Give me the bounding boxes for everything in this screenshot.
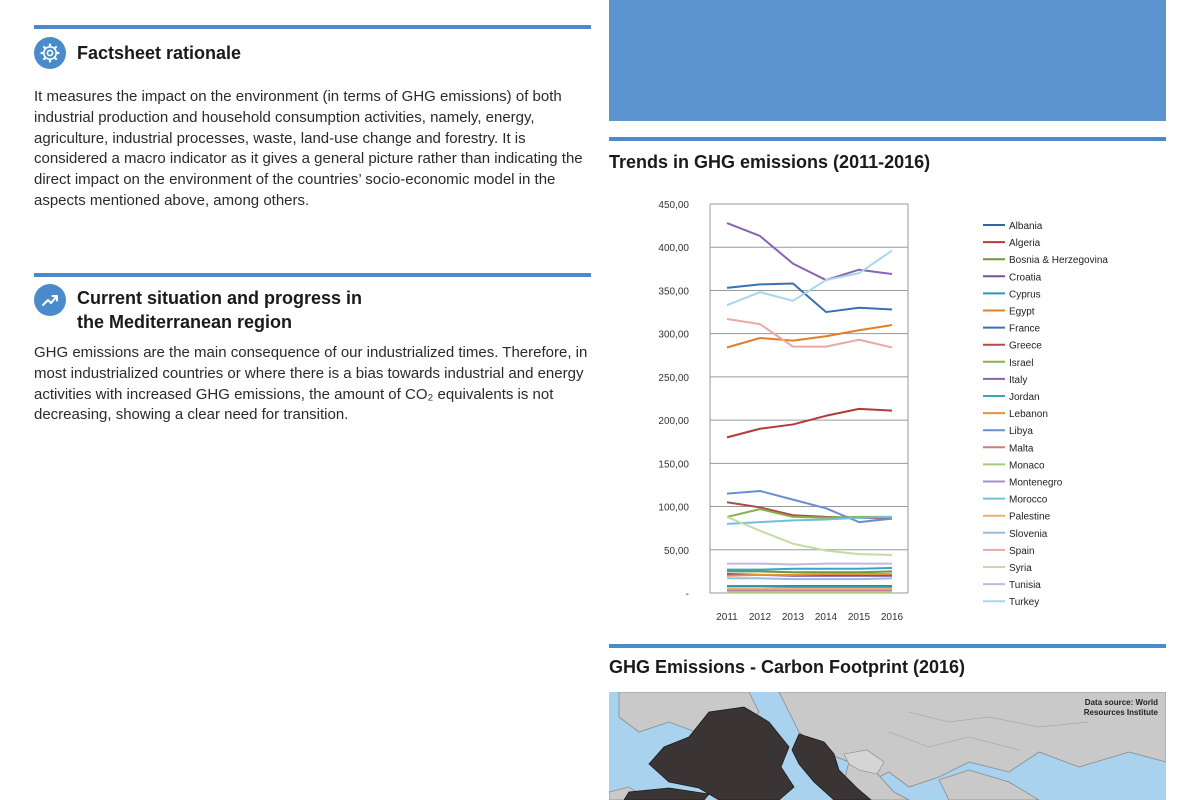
legend-label: Bosnia & Herzegovina [1009,255,1108,266]
legend-label: Croatia [1009,272,1042,283]
series-line-bosnia-herzegovina [727,570,893,574]
gear-icon [34,37,66,69]
italy-shape [791,733,872,800]
legend-label: Syria [1009,563,1032,574]
legend-label: Tunisia [1009,580,1041,591]
x-tick-label: 2012 [749,612,772,623]
x-tick-label: 2013 [782,612,805,623]
y-tick-label: - [686,589,689,600]
progress-text: GHG emissions are the main consequence o… [34,344,588,424]
series-line-morocco [726,515,893,525]
y-tick-label: 450,00 [658,200,689,211]
legend-label: France [1009,324,1041,335]
series-line-algeria [726,407,893,439]
rationale-paragraph: It measures the impact on the environmen… [34,87,596,212]
chart-title: Trends in GHG emissions (2011-2016) [609,152,931,172]
series-line-france [726,282,893,314]
legend-label: Slovenia [1009,529,1048,540]
x-tick-label: 2014 [815,612,838,623]
y-tick-label: 50,00 [664,546,689,557]
section-title-progress: Current situation and progress in the Me… [77,286,362,334]
map-title: GHG Emissions - Carbon Footprint (2016) [609,657,966,677]
series-line-cyprus [727,585,892,588]
trend-up-icon [34,284,66,316]
legend-label: Jordan [1009,392,1040,403]
rationale-text: It measures the impact on the environmen… [34,88,583,209]
section-title-line: Current situation and progress in [77,288,363,308]
series-line-syria [726,516,893,556]
legend-label: Libya [1009,426,1033,437]
y-tick-label: 250,00 [658,373,689,384]
legend-label: Morocco [1009,495,1048,506]
france-shape [648,706,795,800]
legend-label: Greece [1009,341,1042,352]
map-source-label: Data source: World Resources Institute [1083,698,1158,717]
y-tick-label: 350,00 [658,286,689,297]
ghg-trend-chart: - 50,00 100,00 150,00 200,00 250,00 300,00 350,… [658,200,1108,623]
y-tick-label: 400,00 [658,243,689,254]
y-tick-label: 200,00 [658,416,689,427]
section-divider [34,25,591,29]
section-divider [609,137,1166,141]
section-divider [34,273,591,277]
y-tick-label: 100,00 [658,503,689,514]
progress-paragraph: GHG emissions are the main consequence o… [34,343,594,426]
series-line-italy [726,222,893,282]
spain-shape [623,787,710,800]
header-banner [609,0,1166,121]
series-line-lebanon [726,572,892,577]
legend-label: Albania [1009,221,1043,232]
series-line-tunisia [727,562,892,566]
legend-label: Spain [1009,546,1035,557]
section-title-line: the Mediterranean region [77,312,293,332]
series-line-libya [726,489,893,524]
legend-label: Egypt [1009,307,1035,318]
y-tick-label: 150,00 [658,459,689,470]
legend-label: Palestine [1009,512,1051,523]
x-tick-label: 2015 [848,612,871,623]
series-line-israel [726,508,892,519]
section-divider [609,644,1166,648]
series-line-egypt [726,324,893,349]
x-tick-label: 2011 [716,612,738,623]
legend-label: Italy [1009,375,1027,386]
legend-label: Turkey [1009,597,1039,608]
series-line-jordan [727,566,893,571]
legend-label: Monaco [1009,460,1045,471]
legend-label: Montenegro [1009,478,1063,489]
legend-label: Lebanon [1009,409,1048,420]
series-line-turkey [726,249,893,307]
legend-label: Cyprus [1009,289,1041,300]
y-tick-label: 300,00 [658,330,689,341]
series-line-spain [726,317,893,349]
legend-label: Algeria [1009,238,1041,249]
x-tick-label: 2016 [881,612,904,623]
section-title-rationale: Factsheet rationale [77,43,242,63]
legend-label: Malta [1009,443,1034,454]
legend-label: Israel [1009,358,1033,369]
series-line-slovenia [727,577,893,581]
carbon-footprint-map: Data source: World Resources Institute [609,692,1166,800]
